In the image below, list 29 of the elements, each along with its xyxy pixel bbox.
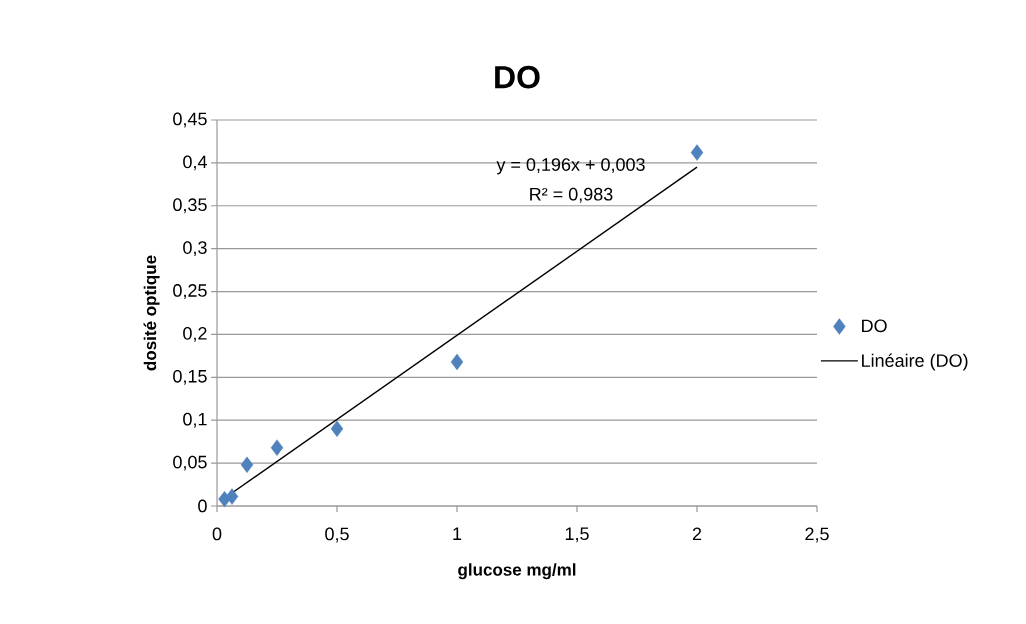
- x-axis-title: glucose mg/ml: [458, 563, 576, 580]
- y-axis-title: dosité optique: [143, 255, 160, 371]
- y-tick-label: 0,45: [173, 112, 207, 128]
- y-tick-label: 0,35: [173, 198, 207, 214]
- y-tick-label: 0,05: [173, 455, 207, 471]
- point: [450, 353, 464, 371]
- y-tick-label: 0,3: [183, 241, 207, 257]
- x-tick-label: 2: [692, 527, 702, 541]
- y-tick-label: 0,4: [183, 155, 207, 171]
- point: [270, 439, 284, 456]
- x-tick-label: 1,5: [565, 527, 589, 543]
- point: [225, 488, 239, 505]
- x-tick-label: 0: [212, 527, 222, 541]
- annotation: R² = 0,983: [530, 187, 613, 203]
- y-tick-label: 0,25: [173, 284, 207, 299]
- y-tick-label: 0,2: [183, 326, 207, 342]
- x-tick-label: 2,5: [805, 527, 829, 543]
- point: [330, 420, 344, 437]
- legend-label: Linéaire (DO): [862, 353, 968, 371]
- x-tick-label: 1: [453, 527, 462, 540]
- y-tick-label: 0: [198, 499, 207, 513]
- chart-title: DO: [495, 65, 540, 89]
- x-tick-label: 0,5: [325, 527, 349, 543]
- y-tick-label: 0,15: [173, 369, 207, 385]
- annotation: y = 0,196x + 0,003: [496, 158, 645, 175]
- point: [240, 456, 254, 474]
- point: [690, 144, 704, 161]
- y-tick-label: 0,1: [183, 412, 207, 428]
- legend-label: DO: [862, 319, 887, 333]
